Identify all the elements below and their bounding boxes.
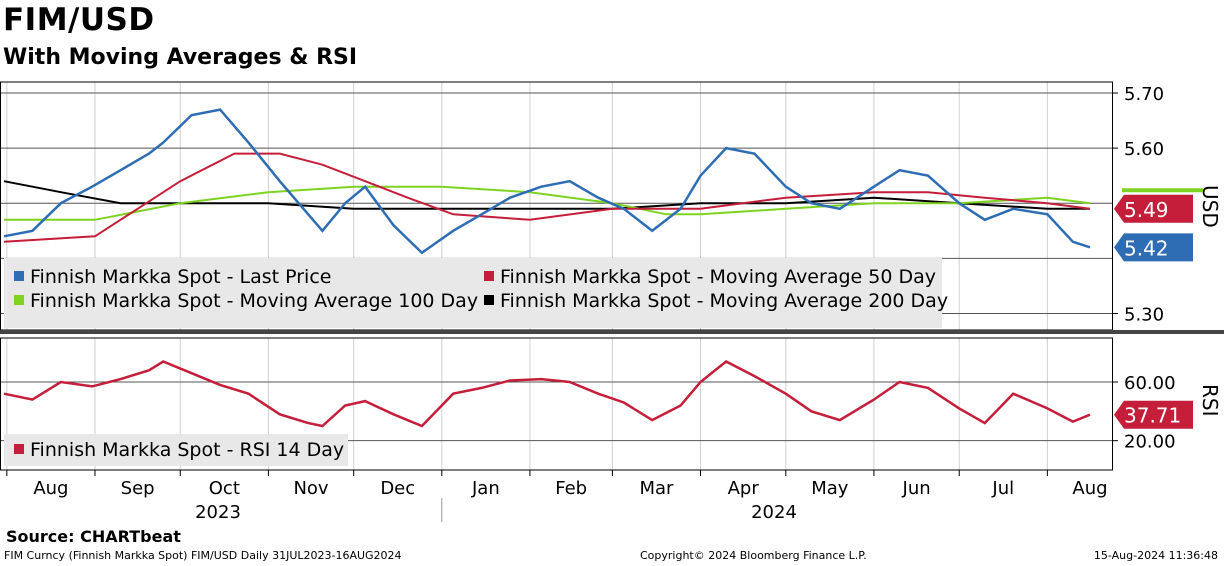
ma50-value-tag-text: 5.49 [1124, 198, 1169, 222]
legend-swatch [14, 271, 24, 281]
rsi-value-tag-text: 37.71 [1124, 404, 1181, 428]
last-price-value-tag-text: 5.42 [1124, 236, 1169, 260]
legend-swatch [484, 271, 494, 281]
series-line-ma-50 [3, 152, 1091, 243]
footer-security: FIM Curncy (Finnish Markka Spot) FIM/USD… [4, 549, 402, 562]
x-tick-label: Feb [555, 478, 587, 499]
series-line-rsi [3, 360, 1091, 428]
x-tick-label: Aug [1072, 478, 1107, 499]
price-legend [4, 258, 942, 328]
rsi-axis-label: RSI [1198, 384, 1222, 417]
source-note: Source: CHARTbeat [6, 527, 181, 546]
ma50-value-tag-box [1114, 194, 1193, 223]
x-tick-label: Jan [471, 478, 500, 499]
x-tick-label: Mar [639, 478, 674, 499]
rsi-panel-frame [0, 337, 1113, 471]
rsi-value-tag-box [1114, 400, 1193, 429]
chart-title: FIM/USD [3, 2, 155, 38]
x-tick-label: May [811, 478, 849, 499]
legend-swatch [484, 295, 494, 305]
year-label: 2023 [195, 502, 241, 523]
footer-copyright: Copyright© 2024 Bloomberg Finance L.P. [640, 549, 867, 562]
legend-swatch [14, 444, 24, 454]
series-line-ma-200 [3, 180, 1090, 210]
rsi-series [3, 360, 1091, 428]
price-series [3, 108, 1091, 255]
legend-label: Finnish Markka Spot - RSI 14 Day [30, 439, 344, 461]
rsi-legend [4, 434, 348, 466]
legend-label: Finnish Markka Spot - Moving Average 200… [500, 290, 948, 312]
price-y-tick-label: 5.70 [1124, 84, 1164, 105]
rsi-y-tick-label: 60.00 [1124, 373, 1176, 394]
last-price-value-tag-box [1114, 233, 1193, 262]
legend-label: Finnish Markka Spot - Moving Average 50 … [500, 266, 936, 288]
x-tick-label: Jul [991, 478, 1014, 499]
footer-timestamp: 15-Aug-2024 11:36:48 [1093, 549, 1218, 562]
x-tick-label: Oct [209, 478, 240, 499]
price-y-tick-label: 5.60 [1124, 139, 1164, 160]
ma100-tag-edge [1122, 188, 1203, 193]
legends: Finnish Markka Spot - Last Price Finnish … [4, 258, 948, 466]
chart-subtitle: With Moving Averages & RSI [3, 45, 358, 70]
axes: Aug Sep Oct Nov Dec Jan Feb Mar Apr May Jun Jul Aug 2… [0, 81, 1224, 523]
x-tick-label: Sep [121, 478, 155, 499]
x-tick-label: Nov [293, 478, 328, 499]
year-label: 2024 [751, 502, 797, 523]
legend-label: Finnish Markka Spot - Last Price [30, 266, 331, 288]
x-tick-label: Aug [33, 478, 68, 499]
legend-label: Finnish Markka Spot - Moving Average 100… [30, 290, 478, 312]
rsi-y-tick-label: 20.00 [1124, 432, 1176, 453]
series-line-last-price [3, 108, 1091, 255]
price-y-tick-label: 5.30 [1124, 304, 1164, 325]
x-tick-label: Apr [728, 478, 760, 499]
x-tick-label: Dec [380, 478, 415, 499]
value-tags: 5.49 5.42 37.71 [1114, 188, 1203, 429]
legend-swatch [14, 295, 24, 305]
x-tick-label: Jun [902, 478, 931, 499]
